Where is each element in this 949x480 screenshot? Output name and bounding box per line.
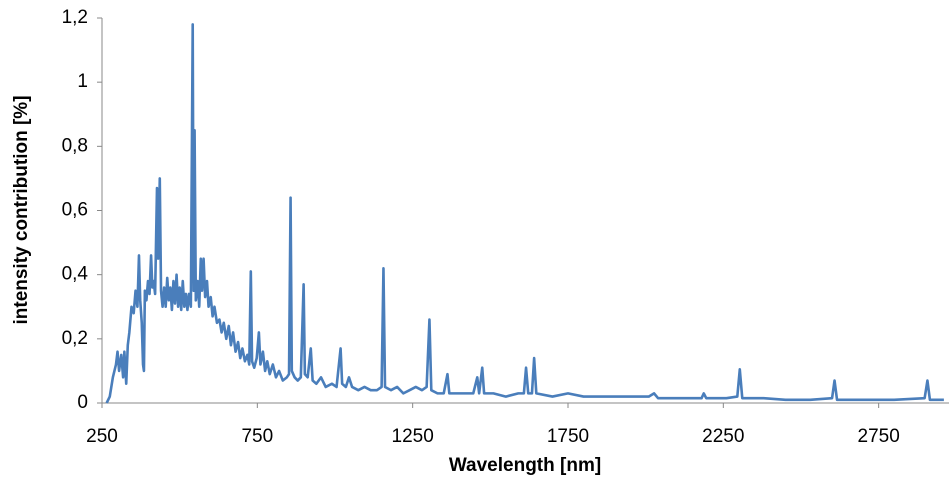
y-tick-label: 0,6 (62, 200, 88, 221)
x-tick-label: 2750 (858, 426, 900, 447)
x-tick-label: 250 (86, 426, 118, 447)
y-tick-label: 1,2 (62, 7, 88, 28)
x-tick-label: 750 (241, 426, 273, 447)
x-tick-label: 1250 (392, 426, 434, 447)
x-tick-label: 2250 (702, 426, 744, 447)
y-tick-label: 0,4 (62, 264, 89, 285)
y-tick-label: 0,8 (62, 135, 88, 156)
y-axis-title: intensity contribution [%] (11, 95, 32, 324)
y-tick-label: 0 (77, 392, 88, 413)
x-tick-label: 1750 (547, 426, 589, 447)
x-axis-title: Wavelength [nm] (449, 455, 601, 476)
y-tick-label: 1 (77, 71, 88, 92)
spectrum-line (105, 23, 944, 404)
y-tick-label: 0,2 (62, 328, 88, 349)
